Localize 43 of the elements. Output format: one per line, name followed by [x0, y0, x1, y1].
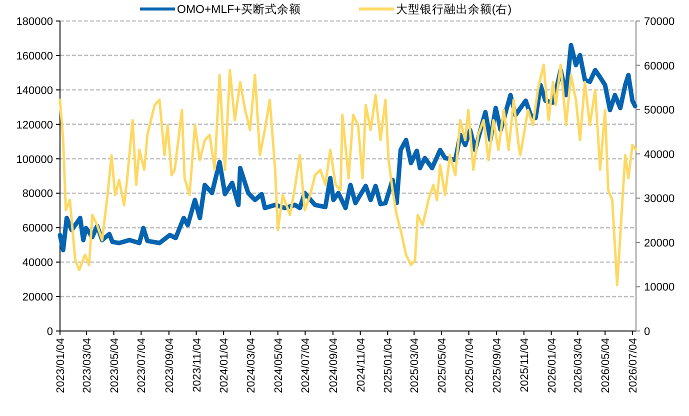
- y2-tick-label: 20000: [644, 237, 675, 250]
- x-tick-label: 2025/09/04: [492, 338, 504, 394]
- x-tick-label: 2023/07/04: [136, 338, 148, 394]
- x-tick-label: 2024/09/04: [328, 338, 340, 394]
- y2-tick-label: 30000: [644, 193, 675, 206]
- x-tick-label: 2025/07/04: [464, 338, 476, 394]
- legend-label: 大型银行融出余额(右): [396, 2, 512, 16]
- y-tick-label: 20000: [22, 292, 53, 304]
- y2-tick-label: 10000: [644, 282, 675, 294]
- x-tick-label: 2023/11/04: [191, 338, 204, 392]
- line-series: [58, 64, 638, 286]
- legend-label: OMO+MLF+买断式余额: [177, 2, 301, 16]
- y-tick-label: 40000: [22, 257, 53, 270]
- y-tick-label: 120000: [16, 119, 53, 132]
- x-tick-label: 2026/03/04: [572, 338, 585, 394]
- y-tick-label: 100000: [16, 154, 53, 166]
- y2-tick-label: 50000: [644, 104, 675, 117]
- y-tick-label: 80000: [22, 188, 53, 200]
- y-tick-label: 0: [46, 326, 53, 338]
- x-tick-label: 2023/05/04: [108, 338, 121, 394]
- x-tick-label: 2024/01/04: [218, 338, 231, 394]
- x-tick-label: 2025/11/04: [518, 338, 531, 392]
- y2-tick-label: 60000: [644, 60, 675, 72]
- x-tick-label: 2025/03/04: [409, 338, 422, 394]
- y2-tick-label: 40000: [644, 148, 675, 161]
- x-tick-label: 2024/05/04: [272, 338, 285, 394]
- y-tick-label: 60000: [22, 222, 53, 235]
- x-tick-label: 2026/01/04: [546, 338, 558, 394]
- x-tick-label: 2025/05/04: [436, 338, 448, 394]
- y-tick-label: 160000: [16, 50, 53, 62]
- x-tick-label: 2025/01/04: [382, 338, 395, 394]
- x-tick-label: 2026/05/04: [600, 338, 612, 394]
- x-tick-label: 2023/03/04: [81, 338, 94, 394]
- x-tick-label: 2024/07/04: [300, 338, 312, 394]
- x-tick-label: 2026/07/04: [627, 338, 640, 394]
- x-tick-label: 2024/11/04: [355, 338, 368, 392]
- y-tick-label: 180000: [16, 16, 53, 28]
- x-tick-label: 2023/09/04: [164, 338, 176, 394]
- y-tick-label: 140000: [16, 84, 53, 97]
- x-tick-label: 2023/01/04: [55, 338, 67, 394]
- y2-tick-label: 70000: [644, 16, 675, 28]
- x-tick-label: 2024/03/04: [246, 338, 258, 394]
- y2-tick-label: 0: [644, 326, 650, 338]
